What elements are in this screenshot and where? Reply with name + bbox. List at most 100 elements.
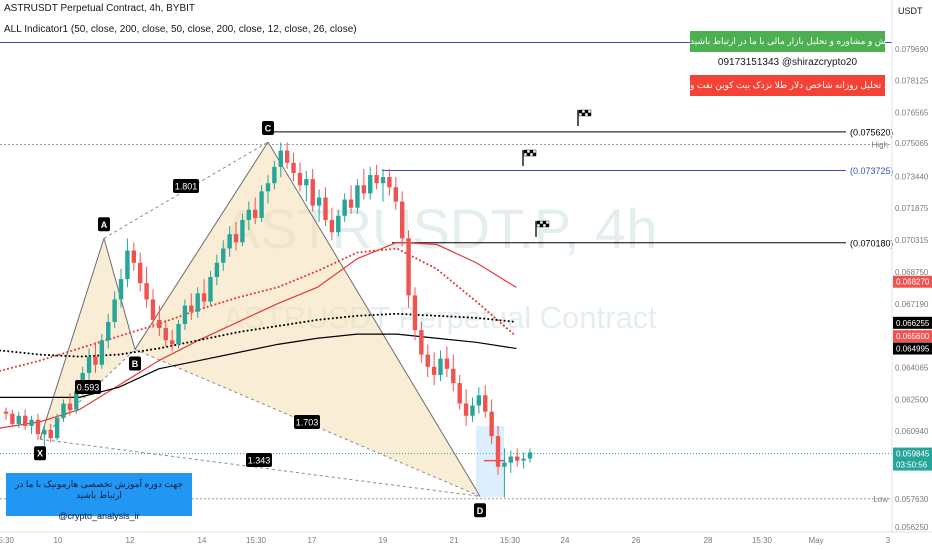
flag-cell xyxy=(536,223,541,228)
price-tag-label: 0.059845 xyxy=(896,450,930,459)
y-tick-label: 0.075065 xyxy=(895,139,929,148)
candle-body xyxy=(502,462,507,467)
candle-body xyxy=(476,395,482,406)
ad-row-contact-info: جهت آموزش و مشاوره و تحلیل بازار مالی با… xyxy=(690,31,885,52)
extreme-label: Low xyxy=(873,495,888,504)
pattern-point-label: B xyxy=(132,359,139,369)
candle-body xyxy=(527,452,533,459)
ratio-label: 1.343 xyxy=(248,456,271,466)
candle-body xyxy=(425,354,430,367)
x-tick-label: May xyxy=(808,536,823,545)
y-tick-label: 0.057630 xyxy=(895,495,929,504)
flag-cell xyxy=(584,109,589,114)
candle-body xyxy=(67,403,73,410)
candle-body xyxy=(253,209,258,218)
candle-body xyxy=(189,305,194,312)
candle-body xyxy=(214,262,220,278)
pattern-ratio-line xyxy=(39,438,481,497)
y-tick-label: 0.060940 xyxy=(895,427,929,436)
candle-body xyxy=(380,177,386,184)
flag-cell xyxy=(545,220,550,225)
candle-body xyxy=(489,411,494,437)
promo-box: جهت دوره آموزش تخصصی هارمونیک با ما در ا… xyxy=(6,473,192,521)
flag-cell xyxy=(542,220,547,225)
candle-body xyxy=(265,183,271,192)
promo-handle: @crypto_analysis_ir xyxy=(58,511,140,521)
candle-body xyxy=(221,248,226,263)
candle-body xyxy=(54,417,60,439)
y-axis-unit: USDT xyxy=(898,6,923,16)
candle-body xyxy=(240,219,245,243)
candle-body xyxy=(374,175,379,184)
y-tick-label: 0.078125 xyxy=(895,77,929,86)
candle-body xyxy=(163,328,168,341)
flag-cell xyxy=(587,112,592,117)
candle-body xyxy=(412,295,418,331)
x-tick-label: 15:30 xyxy=(0,536,15,545)
pattern-labels: X A B C D 0.593 1.801 1.703 1.343 xyxy=(34,121,486,518)
level-lines: (0.075620) (0.073725) (0.070180) High Low xyxy=(0,41,894,504)
candle-body xyxy=(61,403,66,418)
x-tick-label: 24 xyxy=(561,536,570,545)
candle-body xyxy=(74,391,79,410)
candle-body xyxy=(470,405,475,416)
y-tick-label: 0.079690 xyxy=(895,45,929,54)
pattern-point-box xyxy=(98,217,110,232)
flag-cell xyxy=(587,109,592,114)
flag-cell xyxy=(523,149,528,154)
candle-body xyxy=(22,415,28,426)
flag-cell xyxy=(539,220,544,225)
y-tick-label: 0.067190 xyxy=(895,300,929,309)
moving-averages xyxy=(0,241,517,429)
price-tag-label: 03:50:56 xyxy=(896,461,928,470)
candle-body xyxy=(393,187,398,202)
pattern-point-label: A xyxy=(101,220,108,230)
flag-cell xyxy=(584,112,589,117)
candle-body xyxy=(118,279,124,300)
ad-row-phone: 09173151343 @shirazcrypto20 xyxy=(690,53,885,73)
candle-body xyxy=(137,262,143,284)
candle-body xyxy=(182,305,188,324)
candle-body xyxy=(16,415,21,424)
candle-body xyxy=(521,458,526,461)
ratio-box xyxy=(294,415,320,429)
pattern-ratio-line xyxy=(103,141,269,239)
price-tag xyxy=(893,330,932,343)
flag-cell xyxy=(532,152,537,157)
ratio-label: 1.703 xyxy=(296,418,319,428)
candle-body xyxy=(35,419,41,435)
candle-body xyxy=(368,175,373,194)
candle-body xyxy=(444,358,450,369)
pattern-point-label: X xyxy=(37,449,43,459)
pattern-point-box xyxy=(474,503,486,518)
x-tick-label: 21 xyxy=(450,536,459,545)
pattern-leg xyxy=(134,141,269,350)
candle-body xyxy=(463,403,469,416)
candle-body xyxy=(233,234,239,243)
y-tick-label: 0.073440 xyxy=(895,172,929,181)
flag-cell xyxy=(578,109,583,114)
x-tick-label: 15:30 xyxy=(246,536,267,545)
candle-body xyxy=(157,319,162,329)
pattern-triangle-xab xyxy=(40,238,135,440)
candle-body xyxy=(406,238,411,296)
candle-body xyxy=(278,150,283,167)
candle-body xyxy=(419,330,424,355)
pattern-leg xyxy=(39,238,105,440)
flag-cell xyxy=(581,109,586,114)
flag-cell xyxy=(532,149,537,154)
candle-body xyxy=(316,197,322,206)
y-tick-label: 0.076565 xyxy=(895,109,929,118)
x-tick-label: 28 xyxy=(704,536,713,545)
candle-body xyxy=(150,299,156,320)
pattern-point-label: C xyxy=(265,124,272,134)
candle-body xyxy=(99,340,105,365)
candle-body xyxy=(3,411,9,414)
candle-body xyxy=(42,430,47,435)
candle-body xyxy=(508,456,514,463)
ma-solid-black xyxy=(0,333,517,398)
candle-body xyxy=(272,166,277,184)
y-tick-label: 0.068750 xyxy=(895,268,929,277)
ratio-label: 0.593 xyxy=(77,383,100,393)
